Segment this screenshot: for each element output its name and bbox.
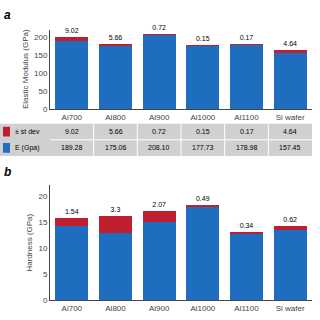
svg-text:Elastic Modulus (GPa): Elastic Modulus (GPa)	[21, 29, 30, 109]
svg-text:± st dev: ± st dev	[15, 128, 40, 135]
svg-text:150: 150	[34, 51, 48, 60]
svg-text:157.45: 157.45	[279, 144, 301, 151]
svg-text:208.10: 208.10	[148, 144, 170, 151]
svg-text:9.02: 9.02	[65, 27, 79, 34]
svg-text:0.17: 0.17	[240, 34, 254, 41]
svg-text:0: 0	[43, 105, 48, 114]
svg-text:0.62: 0.62	[283, 216, 297, 223]
svg-text:0.17: 0.17	[240, 128, 254, 135]
svg-text:Al800: Al800	[105, 113, 126, 122]
svg-text:4.64: 4.64	[283, 40, 297, 47]
svg-text:15: 15	[38, 218, 47, 227]
svg-text:4.64: 4.64	[283, 128, 297, 135]
svg-text:2.07: 2.07	[152, 201, 166, 208]
svg-text:Al900: Al900	[149, 304, 170, 313]
svg-text:3.3: 3.3	[111, 206, 121, 213]
svg-text:10: 10	[38, 244, 47, 253]
svg-text:Al1000: Al1000	[190, 113, 215, 122]
svg-text:5.66: 5.66	[109, 34, 123, 41]
svg-text:9.02: 9.02	[65, 128, 79, 135]
svg-text:0.49: 0.49	[196, 195, 210, 202]
svg-text:0.15: 0.15	[196, 35, 210, 42]
svg-text:0.72: 0.72	[152, 128, 166, 135]
svg-text:5.66: 5.66	[109, 128, 123, 135]
svg-text:Al700: Al700	[62, 113, 83, 122]
svg-text:0.15: 0.15	[196, 128, 210, 135]
svg-text:Al900: Al900	[149, 113, 170, 122]
svg-text:Al1100: Al1100	[234, 113, 259, 122]
svg-text:Si wafer: Si wafer	[276, 304, 305, 313]
svg-text:a: a	[4, 8, 11, 22]
svg-text:Si wafer: Si wafer	[276, 113, 305, 122]
svg-text:E (Gpa): E (Gpa)	[15, 144, 40, 152]
svg-text:20: 20	[38, 192, 47, 201]
svg-text:Al700: Al700	[62, 304, 83, 313]
svg-text:Al800: Al800	[105, 304, 126, 313]
svg-text:Al1000: Al1000	[190, 304, 215, 313]
svg-text:Hardness (GPa): Hardness (GPa)	[25, 213, 34, 271]
svg-text:0.34: 0.34	[240, 222, 254, 229]
svg-text:200: 200	[34, 33, 48, 42]
svg-text:Al1100: Al1100	[234, 304, 259, 313]
svg-text:189.28: 189.28	[61, 144, 83, 151]
svg-text:5: 5	[43, 270, 48, 279]
svg-text:1.54: 1.54	[65, 208, 79, 215]
svg-text:178.98: 178.98	[236, 144, 258, 151]
svg-text:175.06: 175.06	[105, 144, 127, 151]
svg-text:100: 100	[34, 69, 48, 78]
svg-text:b: b	[4, 165, 11, 179]
svg-text:50: 50	[38, 87, 47, 96]
svg-text:0.72: 0.72	[152, 24, 166, 31]
svg-text:177.73: 177.73	[192, 144, 214, 151]
svg-text:0: 0	[43, 296, 48, 305]
